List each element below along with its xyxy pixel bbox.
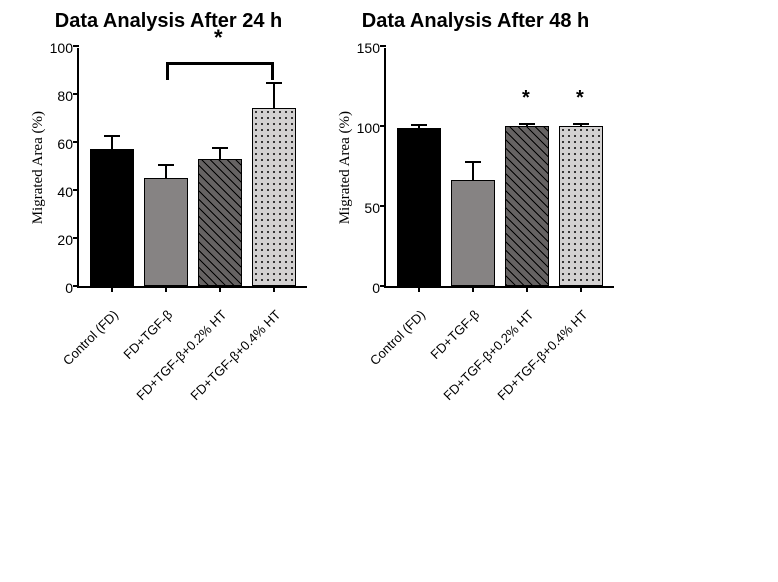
plot-area-24h: * (77, 48, 307, 288)
bar (505, 126, 549, 286)
xtick-mark (472, 286, 474, 292)
bars-48h (392, 48, 608, 286)
bar (90, 149, 134, 286)
ytick-label: 20 (57, 232, 73, 248)
bar-slot (500, 48, 554, 286)
xtick-mark (219, 286, 221, 292)
xtick-mark (526, 286, 528, 292)
ytick-mark (380, 205, 386, 207)
xtick-mark (165, 286, 167, 292)
bracket-drop-right (271, 65, 274, 79)
panel-title-24h: Data Analysis After 24 h (55, 10, 283, 33)
xtick-mark (418, 286, 420, 292)
xtick-mark (111, 286, 113, 292)
bar-slot (85, 48, 139, 286)
bar (198, 159, 242, 286)
bracket-drop-left (166, 65, 169, 79)
ytick-label: 50 (364, 200, 380, 216)
bar (144, 178, 188, 286)
xlabel: FD+TGF-β (427, 307, 482, 362)
bar-slot (392, 48, 446, 286)
ytick-mark (73, 45, 79, 47)
error-cap (411, 124, 427, 126)
xlabel: Control (FD) (367, 307, 428, 368)
error-cap (104, 135, 120, 137)
xlabel: FD+TGF-β+0.4% HT (494, 307, 590, 403)
ytick-label: 80 (57, 88, 73, 104)
ytick-mark (73, 237, 79, 239)
xlabel: FD+TGF-β+0.2% HT (133, 307, 229, 403)
ytick-mark (380, 45, 386, 47)
bars-24h (85, 48, 301, 286)
error-cap (519, 123, 535, 125)
error-bar (418, 125, 420, 128)
plot-area-48h: ** (384, 48, 614, 288)
xtick-mark (580, 286, 582, 292)
error-cap (212, 147, 228, 149)
ytick-label: 60 (57, 136, 73, 152)
xlabel: FD+TGF-β (120, 307, 175, 362)
panel-24h: Data Analysis After 24 h Migrated Area (… (30, 10, 307, 582)
ytick-mark (380, 285, 386, 287)
xlabel: FD+TGF-β+0.4% HT (187, 307, 283, 403)
ylabel-48h: Migrated Area (%) (337, 43, 354, 293)
bar-slot (554, 48, 608, 286)
bar (451, 180, 495, 286)
bar-slot (446, 48, 500, 286)
error-bar (526, 124, 528, 127)
yticks-24h: 0 20 40 60 80 100 (47, 43, 77, 293)
error-bar (111, 136, 113, 150)
xlabels-24h: Control (FD)FD+TGF-βFD+TGF-β+0.2% HTFD+T… (78, 301, 294, 451)
ytick-mark (73, 285, 79, 287)
error-bar (219, 148, 221, 160)
xtick-mark (273, 286, 275, 292)
significance-bracket (166, 62, 274, 65)
ytick-label: 0 (65, 280, 73, 296)
ytick-mark (380, 125, 386, 127)
ylabel-text-24h: Migrated Area (%) (30, 111, 47, 224)
error-cap (266, 82, 282, 84)
error-cap (158, 164, 174, 166)
ytick-label: 150 (357, 40, 380, 56)
bar (559, 126, 603, 286)
error-bar (273, 83, 275, 109)
ytick-label: 0 (372, 280, 380, 296)
yticks-48h: 0 50 100 150 (354, 43, 384, 293)
plot-row-48h: Migrated Area (%) 050100150 ** (337, 43, 614, 293)
bar (252, 108, 296, 286)
xlabel: Control (FD) (60, 307, 121, 368)
bar-slot (247, 48, 301, 286)
ytick-label: 100 (357, 120, 380, 136)
error-bar (580, 124, 582, 127)
bar-slot (139, 48, 193, 286)
error-bar (165, 165, 167, 179)
ylabel-24h: Migrated Area (%) (30, 43, 47, 293)
significance-star: * (214, 25, 223, 51)
bar (397, 128, 441, 286)
xlabel: FD+TGF-β+0.2% HT (440, 307, 536, 403)
significance-star: * (576, 87, 584, 110)
panel-title-48h: Data Analysis After 48 h (362, 10, 590, 33)
ytick-label: 40 (57, 184, 73, 200)
ytick-label: 100 (50, 40, 73, 56)
plot-row-24h: Migrated Area (%) 0 20 40 60 80 100 * (30, 43, 307, 293)
xlabels-48h: Control (FD)FD+TGF-βFD+TGF-β+0.2% HTFD+T… (385, 301, 601, 451)
error-cap (573, 123, 589, 125)
error-bar (472, 162, 474, 181)
error-cap (465, 161, 481, 163)
ytick-mark (73, 93, 79, 95)
bar-slot (193, 48, 247, 286)
ylabel-text-48h: Migrated Area (%) (337, 111, 354, 224)
significance-star: * (522, 87, 530, 110)
ytick-mark (73, 141, 79, 143)
panel-48h: Data Analysis After 48 h Migrated Area (… (337, 10, 614, 582)
ytick-mark (73, 189, 79, 191)
